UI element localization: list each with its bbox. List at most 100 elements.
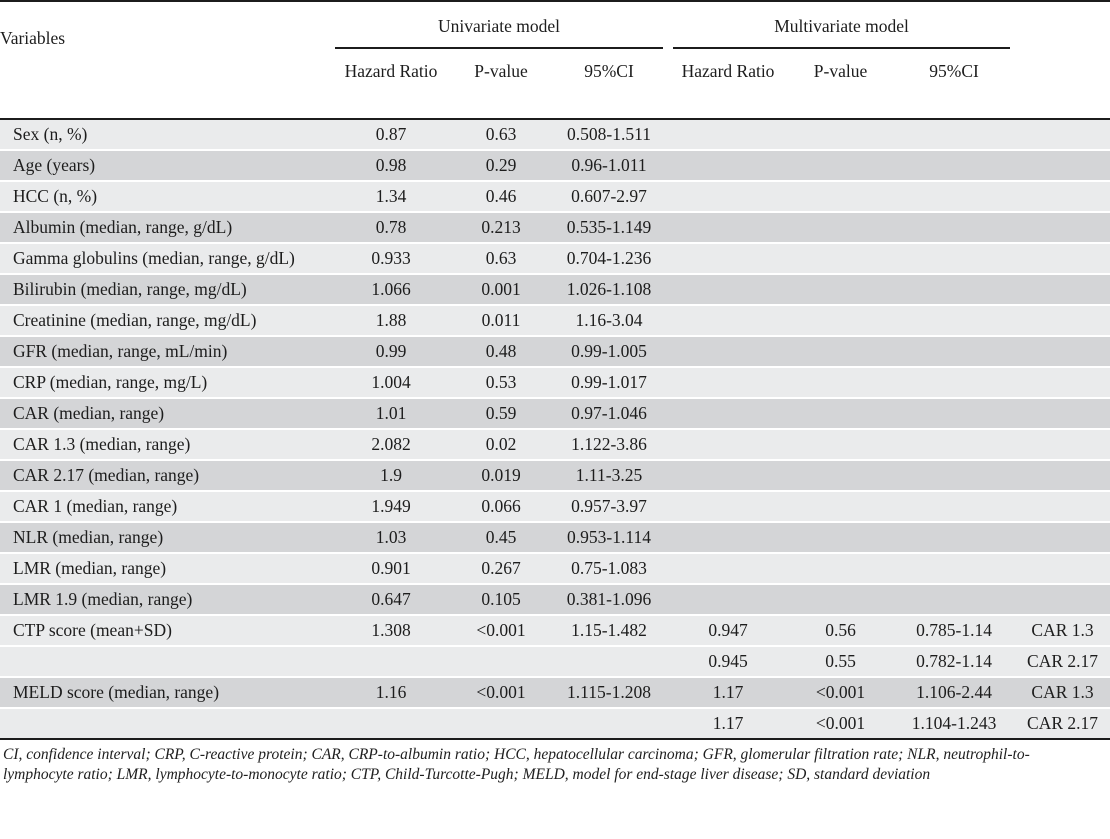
multi-hazard-ratio-cell: 0.947: [668, 615, 789, 647]
uni-p-value-cell: 0.46: [452, 181, 550, 213]
multi-p-value-cell: [788, 584, 894, 616]
variable-cell: HCC (n, %): [0, 181, 330, 213]
table-row: Age (years) 0.98 0.29 0.96-1.011: [0, 150, 1110, 182]
uni-hazard-ratio-cell: 0.78: [330, 212, 452, 244]
multi-hazard-ratio-cell: [668, 429, 789, 461]
variable-cell: CTP score (mean+SD): [0, 615, 330, 647]
table-row: CAR (median, range) 1.01 0.59 0.97-1.046: [0, 398, 1110, 430]
variable-cell: LMR 1.9 (median, range): [0, 584, 330, 616]
table-body: Sex (n, %) 0.87 0.63 0.508-1.511 Age (years)…: [0, 118, 1110, 739]
variable-cell: CAR 1.3 (median, range): [0, 429, 330, 461]
uni-p-value-cell: 0.59: [452, 398, 550, 430]
model-cutoff-cell: [1015, 398, 1110, 430]
uni-p-value-cell: 0.63: [452, 243, 550, 275]
multivariate-model-group-header: Multivariate model: [668, 1, 1016, 49]
model-cutoff-cell: [1015, 553, 1110, 585]
uni-ci-cell: 0.953-1.114: [550, 522, 669, 554]
uni-hazard-ratio-cell: 1.9: [330, 460, 452, 492]
uni-p-value-cell: <0.001: [452, 615, 550, 647]
uni-hazard-ratio-cell: 0.87: [330, 118, 452, 151]
model-cutoff-cell: [1015, 522, 1110, 554]
multi-ci-cell: [893, 118, 1016, 151]
model-cutoff-cell: [1015, 274, 1110, 306]
table-row: MELD score (median, range) 1.16 <0.001 1.11…: [0, 677, 1110, 709]
uni-p-value-cell: 0.45: [452, 522, 550, 554]
model-cutoff-cell: [1015, 243, 1110, 275]
uni-ci-cell: 0.704-1.236: [550, 243, 669, 275]
uni-ci-cell: 1.11-3.25: [550, 460, 669, 492]
uni-ci-cell: 0.75-1.083: [550, 553, 669, 585]
uni-p-value-cell: 0.29: [452, 150, 550, 182]
uni-p-value-cell: 0.53: [452, 367, 550, 399]
uni-p-value-cell: 0.105: [452, 584, 550, 616]
model-cutoff-cell: [1015, 491, 1110, 523]
multi-p-value-cell: [788, 398, 894, 430]
table-row: HCC (n, %) 1.34 0.46 0.607-2.97: [0, 181, 1110, 213]
multi-ci-cell: [893, 398, 1016, 430]
multi-hazard-ratio-cell: [668, 305, 789, 337]
multi-ci-cell: 1.104-1.243: [893, 708, 1016, 739]
model-cutoff-column-header: [1015, 1, 1110, 49]
multi-hazard-ratio-cell: [668, 150, 789, 182]
table-footnote: CI, confidence interval; CRP, C-reactive…: [0, 740, 1110, 785]
multi-hazard-ratio-cell: [668, 584, 789, 616]
multi-hazard-ratio-cell: [668, 522, 789, 554]
multi-hazard-ratio-cell: [668, 212, 789, 244]
multi-p-value-cell: [788, 274, 894, 306]
uni-p-value-cell: 0.001: [452, 274, 550, 306]
uni-p-value-cell: 0.63: [452, 118, 550, 151]
multi-hazard-ratio-cell: 0.945: [668, 646, 789, 678]
uni-hazard-ratio-cell: 1.03: [330, 522, 452, 554]
variable-cell: GFR (median, range, mL/min): [0, 336, 330, 368]
model-cutoff-cell: CAR 2.17: [1015, 646, 1110, 678]
uni-ci-cell: 0.508-1.511: [550, 118, 669, 151]
variable-cell: CRP (median, range, mg/L): [0, 367, 330, 399]
variable-cell: Age (years): [0, 150, 330, 182]
uni-hazard-ratio-cell: 2.082: [330, 429, 452, 461]
multi-hazard-ratio-cell: [668, 398, 789, 430]
uni-p-value-cell: 0.066: [452, 491, 550, 523]
multi-p-value-cell: <0.001: [788, 677, 894, 709]
table-row: Albumin (median, range, g/dL) 0.78 0.213 0.…: [0, 212, 1110, 244]
model-cutoff-cell: [1015, 212, 1110, 244]
table-row: 1.17 <0.001 1.104-1.243 CAR 2.17: [0, 708, 1110, 739]
model-cutoff-cell: [1015, 429, 1110, 461]
multi-p-value-cell: 0.56: [788, 615, 894, 647]
uni-hazard-ratio-cell: 1.949: [330, 491, 452, 523]
multi-hazard-ratio-cell: 1.17: [668, 708, 789, 739]
uni-ci-cell: 0.99-1.017: [550, 367, 669, 399]
table-row: Sex (n, %) 0.87 0.63 0.508-1.511: [0, 118, 1110, 151]
multi-p-value-cell: [788, 491, 894, 523]
uni-hazard-ratio-header: Hazard Ratio: [330, 49, 452, 119]
table-row: CAR 2.17 (median, range) 1.9 0.019 1.11-3.2…: [0, 460, 1110, 492]
multi-p-value-cell: [788, 150, 894, 182]
uni-hazard-ratio-cell: 0.647: [330, 584, 452, 616]
multi-ci-cell: [893, 243, 1016, 275]
table-header: Variables Univariate model Multivariate …: [0, 1, 1110, 119]
uni-hazard-ratio-cell: 1.066: [330, 274, 452, 306]
uni-ci-cell: 1.026-1.108: [550, 274, 669, 306]
uni-hazard-ratio-cell: 1.004: [330, 367, 452, 399]
multi-p-value-cell: [788, 460, 894, 492]
uni-p-value-cell: 0.267: [452, 553, 550, 585]
multi-hazard-ratio-cell: [668, 367, 789, 399]
uni-hazard-ratio-cell: 0.901: [330, 553, 452, 585]
uni-p-value-cell: 0.48: [452, 336, 550, 368]
uni-ci-header: 95%CI: [550, 49, 669, 119]
univariate-model-group-header: Univariate model: [330, 1, 669, 49]
multi-ci-cell: [893, 367, 1016, 399]
multi-p-value-cell: 0.55: [788, 646, 894, 678]
uni-hazard-ratio-cell: 1.01: [330, 398, 452, 430]
multi-ci-cell: [893, 522, 1016, 554]
uni-ci-cell: 0.381-1.096: [550, 584, 669, 616]
multi-ci-cell: [893, 584, 1016, 616]
variable-cell: CAR 2.17 (median, range): [0, 460, 330, 492]
multi-ci-cell: [893, 212, 1016, 244]
model-cutoff-cell: [1015, 460, 1110, 492]
multi-hazard-ratio-header: Hazard Ratio: [668, 49, 789, 119]
model-cutoff-cell: CAR 1.3: [1015, 677, 1110, 709]
uni-ci-cell: 0.535-1.149: [550, 212, 669, 244]
uni-hazard-ratio-cell: 1.308: [330, 615, 452, 647]
uni-hazard-ratio-cell: [330, 708, 452, 739]
multi-p-value-cell: <0.001: [788, 708, 894, 739]
